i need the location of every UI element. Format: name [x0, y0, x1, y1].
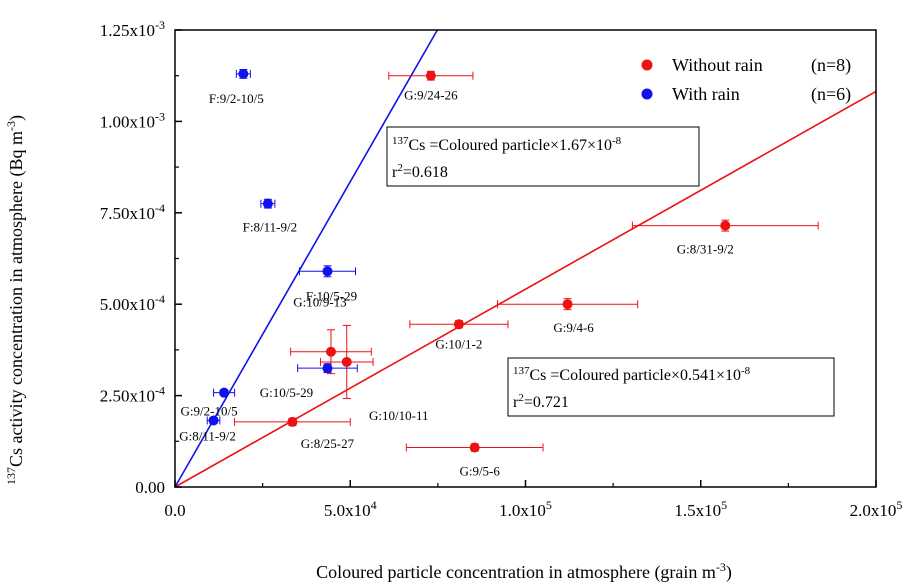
- y-tick-label: 1.00x10-3: [100, 109, 165, 131]
- data-point-with-rain: [219, 387, 230, 398]
- data-point-with-rain: [322, 363, 333, 374]
- regression-equation-with-rain: 137Cs =Coloured particle×1.67×10-8: [392, 135, 622, 154]
- point-label: G:10/10-11: [369, 408, 428, 423]
- legend-marker-with-rain: [641, 88, 653, 100]
- y-tick-label: 1.25x10-3: [100, 18, 165, 40]
- point-labels-layer: G:9/24-26 G:8/31-9/2 G:9/4-6 G:10/1-2 G:10/9…: [179, 88, 734, 479]
- data-point-without-rain: [425, 70, 436, 81]
- point-label: F:8/11-9/2: [243, 220, 297, 235]
- regression-equation-without-rain: 137Cs =Coloured particle×0.541×10-8: [513, 365, 751, 384]
- point-label: F:9/2-10/5: [209, 91, 264, 106]
- legend-n-without-rain: (n=8): [811, 55, 851, 76]
- legend-marker-without-rain: [641, 59, 653, 71]
- data-point-without-rain: [720, 220, 731, 231]
- point-label: F:10/5-29: [306, 288, 357, 303]
- y-tick-label: 2.50x10-4: [100, 384, 165, 406]
- y-tick-label: 7.50x10-4: [100, 201, 165, 223]
- point-label: G:10/1-2: [435, 336, 482, 351]
- regression-box-without-rain: 137Cs =Coloured particle×0.541×10-8 r2=0…: [507, 357, 835, 417]
- legend: Without rain (n=8) With rain (n=6): [641, 55, 851, 105]
- point-label: G:9/24-26: [404, 88, 458, 103]
- plot-frame: [174, 29, 877, 488]
- point-label: G:9/4-6: [553, 320, 594, 335]
- data-point-with-rain: [208, 415, 219, 426]
- point-label: G:10/9-13: [293, 295, 346, 310]
- x-tick-label: 5.0x104: [324, 498, 377, 520]
- legend-n-with-rain: (n=6): [811, 84, 851, 105]
- data-point-without-rain: [469, 442, 480, 453]
- x-tick-label: 0.0: [164, 501, 185, 520]
- r-squared-without-rain: r2=0.721: [513, 392, 569, 411]
- data-point-without-rain: [562, 299, 573, 310]
- axis-ticks-layer: 0.0 5.0x104 1.0x105 1.5x105 2.0x105 0.00 2.50x…: [100, 18, 903, 520]
- point-label: G:9/2-10/5: [181, 404, 238, 419]
- data-point-with-rain: [322, 266, 333, 277]
- data-point-with-rain: [262, 198, 273, 209]
- data-point-without-rain: [341, 356, 352, 367]
- data-point-without-rain: [287, 416, 298, 427]
- fit-lines-layer: [174, 29, 877, 488]
- legend-label-without-rain: Without rain: [672, 55, 763, 75]
- data-point-without-rain: [325, 346, 336, 357]
- data-point-without-rain: [453, 319, 464, 330]
- data-points-layer: [208, 68, 731, 453]
- point-label: G:8/11-9/2: [179, 428, 236, 443]
- y-tick-label: 0.00: [135, 478, 165, 497]
- x-axis-title: Coloured particle concentration in atmos…: [316, 560, 732, 583]
- point-label: G:10/5-29: [260, 385, 313, 400]
- point-label: G:8/25-27: [301, 436, 355, 451]
- legend-label-with-rain: With rain: [672, 84, 740, 104]
- x-tick-label: 1.5x105: [674, 498, 727, 520]
- r-squared-with-rain: r2=0.618: [392, 162, 448, 181]
- point-label: G:8/31-9/2: [677, 242, 734, 257]
- y-tick-label: 5.00x10-4: [100, 292, 165, 314]
- x-tick-label: 1.0x105: [499, 498, 552, 520]
- point-label: G:9/5-6: [459, 464, 500, 479]
- y-axis-title: 137Cs activity concentration in atmosphe…: [4, 115, 27, 485]
- fit-line-with-rain: [174, 29, 439, 488]
- regression-box-with-rain: 137Cs =Coloured particle×1.67×10-8 r2=0.…: [386, 126, 700, 187]
- data-point-with-rain: [238, 68, 249, 79]
- x-tick-label: 2.0x105: [850, 498, 903, 520]
